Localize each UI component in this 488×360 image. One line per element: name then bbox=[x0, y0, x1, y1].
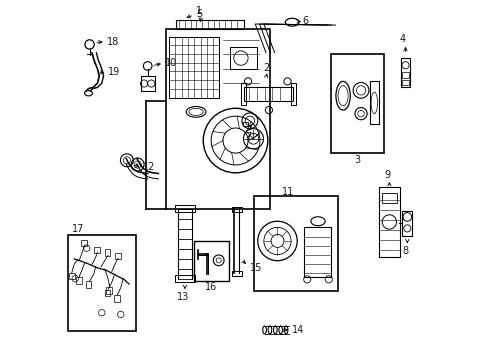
Bar bbox=[254, 196, 338, 291]
Bar bbox=[402, 211, 411, 235]
Bar bbox=[290, 83, 296, 105]
Bar bbox=[104, 290, 110, 296]
Bar bbox=[242, 122, 247, 126]
Bar bbox=[241, 83, 246, 105]
Bar bbox=[193, 241, 228, 281]
Text: 16: 16 bbox=[204, 282, 217, 292]
Bar bbox=[81, 239, 86, 246]
Bar bbox=[369, 81, 378, 125]
Bar bbox=[400, 58, 409, 87]
Bar bbox=[330, 54, 384, 153]
Bar bbox=[68, 234, 136, 331]
Text: 1: 1 bbox=[196, 6, 202, 16]
Bar bbox=[106, 287, 112, 294]
Text: 18: 18 bbox=[106, 37, 119, 46]
Bar bbox=[402, 80, 408, 85]
Bar bbox=[76, 277, 81, 284]
Text: 8: 8 bbox=[401, 246, 407, 256]
Bar bbox=[402, 72, 408, 78]
Text: 10: 10 bbox=[164, 58, 177, 68]
Bar bbox=[175, 205, 194, 212]
Text: 7: 7 bbox=[245, 132, 251, 142]
Text: 11: 11 bbox=[282, 187, 294, 197]
Bar bbox=[382, 193, 396, 203]
Bar bbox=[104, 249, 110, 256]
Bar bbox=[69, 273, 74, 279]
Bar bbox=[94, 247, 100, 253]
Text: 14: 14 bbox=[292, 325, 304, 335]
Bar bbox=[244, 87, 292, 101]
Bar bbox=[140, 76, 155, 91]
Bar bbox=[175, 275, 194, 282]
Text: 3: 3 bbox=[354, 154, 360, 165]
Text: 6: 6 bbox=[301, 17, 307, 27]
Text: 9: 9 bbox=[384, 170, 389, 180]
Text: 12: 12 bbox=[142, 162, 155, 172]
Bar bbox=[176, 21, 244, 30]
Bar bbox=[231, 207, 242, 212]
Text: 17: 17 bbox=[72, 224, 84, 234]
Bar bbox=[85, 282, 91, 288]
Bar bbox=[231, 271, 242, 276]
Text: 5: 5 bbox=[196, 9, 202, 19]
Text: 15: 15 bbox=[249, 263, 262, 273]
Bar bbox=[114, 295, 120, 302]
Text: 13: 13 bbox=[177, 292, 189, 302]
Text: 19: 19 bbox=[108, 67, 120, 77]
Bar bbox=[115, 253, 121, 259]
Bar bbox=[169, 37, 219, 98]
Bar bbox=[304, 226, 330, 277]
Bar bbox=[379, 187, 399, 257]
Text: 4: 4 bbox=[399, 35, 405, 44]
Text: 2: 2 bbox=[263, 63, 268, 73]
Bar bbox=[230, 47, 257, 69]
Bar bbox=[165, 30, 269, 209]
